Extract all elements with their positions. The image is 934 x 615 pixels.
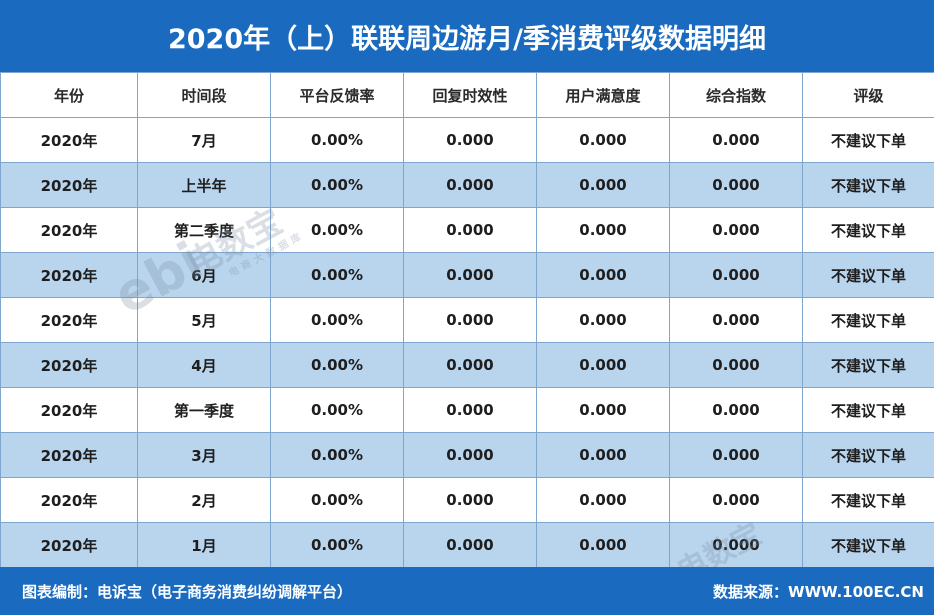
column-header: 平台反馈率 (270, 72, 404, 118)
table-cell: 0.00% (270, 477, 404, 523)
table-cell: 5月 (137, 297, 271, 343)
table-cell: 0.00% (270, 117, 404, 163)
table-row: 2020年 第一季度 0.00% 0.000 0.000 0.000 不建议下单 (0, 387, 934, 433)
table-cell: 0.000 (669, 117, 803, 163)
column-header: 回复时效性 (403, 72, 537, 118)
table-cell: 2020年 (0, 252, 138, 298)
table-cell: 0.000 (536, 207, 670, 253)
table-row: 2020年 2月 0.00% 0.000 0.000 0.000 不建议下单 (0, 477, 934, 523)
rating-table: 年份 时间段 平台反馈率 回复时效性 用户满意度 综合指数 评级 2020年 7月… (0, 72, 934, 568)
table-cell: 2020年 (0, 297, 138, 343)
table-cell: 0.000 (403, 522, 537, 568)
table-row: 2020年 上半年 0.00% 0.000 0.000 0.000 不建议下单 (0, 162, 934, 208)
table-cell: 0.000 (669, 162, 803, 208)
table-cell: 0.00% (270, 432, 404, 478)
column-header: 用户满意度 (536, 72, 670, 118)
table-cell: 0.000 (669, 297, 803, 343)
table-cell: 2020年 (0, 162, 138, 208)
table-cell: 2020年 (0, 342, 138, 388)
table-cell: 不建议下单 (802, 432, 934, 478)
table-cell: 不建议下单 (802, 387, 934, 433)
table-cell: 0.000 (403, 207, 537, 253)
table-cell: 0.000 (403, 162, 537, 208)
table-cell: 0.00% (270, 252, 404, 298)
table-row: 2020年 1月 0.00% 0.000 0.000 0.000 不建议下单 (0, 522, 934, 568)
table-cell: 0.000 (669, 522, 803, 568)
table-row: 2020年 第二季度 0.00% 0.000 0.000 0.000 不建议下单 (0, 207, 934, 253)
table-cell: 0.000 (669, 252, 803, 298)
table-cell: 第一季度 (137, 387, 271, 433)
footer-source: 数据来源：WWW.100EC.CN (713, 582, 924, 601)
table-cell: 0.000 (536, 297, 670, 343)
table-cell: 0.00% (270, 522, 404, 568)
table-cell: 2月 (137, 477, 271, 523)
table-cell: 0.000 (536, 432, 670, 478)
table-cell: 0.000 (403, 117, 537, 163)
table-cell: 0.000 (536, 387, 670, 433)
table-row: 2020年 5月 0.00% 0.000 0.000 0.000 不建议下单 (0, 297, 934, 343)
column-header: 年份 (0, 72, 138, 118)
table-cell: 0.00% (270, 207, 404, 253)
table-cell: 0.00% (270, 162, 404, 208)
table-cell: 0.000 (536, 342, 670, 388)
table-cell: 0.000 (403, 477, 537, 523)
table-cell: 不建议下单 (802, 297, 934, 343)
table-cell: 2020年 (0, 522, 138, 568)
table-cell: 不建议下单 (802, 342, 934, 388)
table-cell: 1月 (137, 522, 271, 568)
table-cell: 3月 (137, 432, 271, 478)
column-header: 综合指数 (669, 72, 803, 118)
table-cell: 上半年 (137, 162, 271, 208)
table-cell: 0.000 (536, 162, 670, 208)
footer-bar: 图表编制：电诉宝（电子商务消费纠纷调解平台） 数据来源：WWW.100EC.CN (0, 567, 934, 615)
table-row: 2020年 7月 0.00% 0.000 0.000 0.000 不建议下单 (0, 117, 934, 163)
page-title: 2020年（上）联联周边游月/季消费评级数据明细 (0, 0, 934, 72)
table-cell: 0.00% (270, 342, 404, 388)
table-cell: 0.000 (536, 477, 670, 523)
table-cell: 4月 (137, 342, 271, 388)
table-cell: 第二季度 (137, 207, 271, 253)
table-cell: 2020年 (0, 117, 138, 163)
table-cell: 0.000 (669, 387, 803, 433)
table-cell: 不建议下单 (802, 117, 934, 163)
table-cell: 0.000 (669, 432, 803, 478)
table-cell: 0.000 (669, 477, 803, 523)
table-cell: 2020年 (0, 432, 138, 478)
table-cell: 0.000 (536, 252, 670, 298)
column-header: 评级 (802, 72, 934, 118)
table-cell: 不建议下单 (802, 207, 934, 253)
table-cell: 0.000 (536, 117, 670, 163)
table-cell: 0.000 (403, 432, 537, 478)
table-cell: 2020年 (0, 477, 138, 523)
table-cell: 0.00% (270, 297, 404, 343)
table-cell: 不建议下单 (802, 252, 934, 298)
table-cell: 0.000 (403, 342, 537, 388)
table-cell: 不建议下单 (802, 162, 934, 208)
table-body: 2020年 7月 0.00% 0.000 0.000 0.000 不建议下单 2020年 上半年… (0, 117, 934, 568)
table-header-row: 年份 时间段 平台反馈率 回复时效性 用户满意度 综合指数 评级 (0, 72, 934, 118)
footer-credit: 图表编制：电诉宝（电子商务消费纠纷调解平台） (22, 582, 353, 601)
table-cell: 7月 (137, 117, 271, 163)
table-cell: 2020年 (0, 207, 138, 253)
table-cell: 0.000 (669, 342, 803, 388)
column-header: 时间段 (137, 72, 271, 118)
table-cell: 6月 (137, 252, 271, 298)
table-cell: 0.000 (403, 297, 537, 343)
table-cell: 不建议下单 (802, 522, 934, 568)
table-cell: 0.000 (403, 252, 537, 298)
table-row: 2020年 4月 0.00% 0.000 0.000 0.000 不建议下单 (0, 342, 934, 388)
table-cell: 2020年 (0, 387, 138, 433)
table-row: 2020年 6月 0.00% 0.000 0.000 0.000 不建议下单 (0, 252, 934, 298)
table-cell: 0.000 (403, 387, 537, 433)
table-row: 2020年 3月 0.00% 0.000 0.000 0.000 不建议下单 (0, 432, 934, 478)
table-cell: 0.000 (669, 207, 803, 253)
table-cell: 0.000 (536, 522, 670, 568)
table-cell: 不建议下单 (802, 477, 934, 523)
table-cell: 0.00% (270, 387, 404, 433)
